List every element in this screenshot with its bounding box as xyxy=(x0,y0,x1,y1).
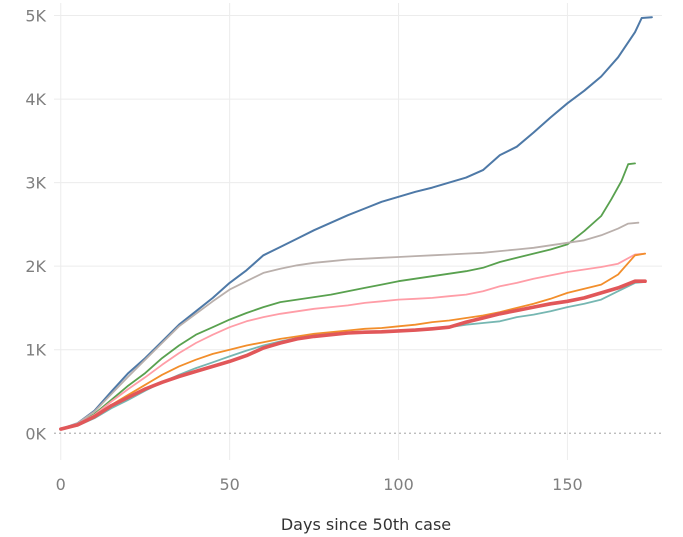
series-line-2 xyxy=(59,162,636,431)
y-axis-ticks: 0K 1K 2K 3K 4K 5K xyxy=(25,7,46,444)
series-line-3 xyxy=(59,221,640,431)
series-line-7 xyxy=(58,279,647,431)
series-line-1 xyxy=(59,16,653,431)
y-tick-label: 4K xyxy=(25,90,46,109)
series-line-4 xyxy=(59,252,646,431)
x-tick-label: 100 xyxy=(383,475,414,494)
x-tick-label: 150 xyxy=(552,475,583,494)
series-lines xyxy=(58,16,653,431)
x-axis-ticks: 0 50 100 150 xyxy=(56,475,583,494)
x-axis-title: Days since 50th case xyxy=(281,515,451,534)
gridlines xyxy=(54,3,662,460)
x-tick-label: 0 xyxy=(56,475,66,494)
series-line-5 xyxy=(59,252,646,431)
y-tick-label: 2K xyxy=(25,257,46,276)
x-tick-label: 50 xyxy=(219,475,239,494)
y-tick-label: 3K xyxy=(25,174,46,193)
y-tick-label: 1K xyxy=(25,341,46,360)
y-tick-label: 5K xyxy=(25,7,46,26)
y-tick-label: 0K xyxy=(25,424,46,443)
